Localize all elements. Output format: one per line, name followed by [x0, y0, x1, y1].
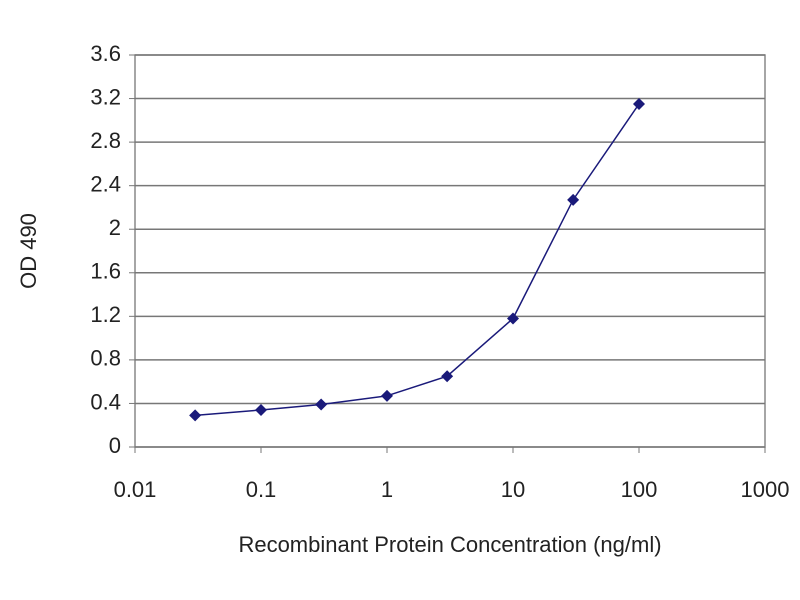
series-line — [195, 103, 640, 417]
y-tick-label: 2.4 — [90, 171, 121, 196]
data-point — [567, 193, 580, 206]
plot-area — [134, 54, 766, 448]
x-tick-label: 1000 — [741, 477, 790, 502]
y-tick-label: 2.8 — [90, 128, 121, 153]
data-point — [189, 409, 202, 422]
y-tick-label: 3.2 — [90, 84, 121, 109]
data-point — [315, 398, 328, 411]
x-tick-label: 1 — [381, 477, 393, 502]
data-point — [441, 370, 454, 383]
data-point — [381, 389, 393, 402]
y-tick-label: 1.2 — [90, 302, 121, 327]
y-tick-label: 0 — [109, 433, 121, 458]
y-axis-label: OD 490 — [16, 213, 41, 289]
data-point — [633, 98, 645, 110]
y-tick-label: 1.6 — [90, 259, 121, 284]
x-axis-label: Recombinant Protein Concentration (ng/ml… — [238, 532, 661, 557]
x-tick-label: 10 — [501, 477, 525, 502]
x-tick-label: 0.01 — [114, 477, 157, 502]
x-tick-label: 100 — [621, 477, 658, 502]
x-tick-label: 0.1 — [246, 477, 277, 502]
data-point — [507, 312, 519, 325]
y-tick-label: 0.4 — [90, 389, 121, 414]
y-tick-label: 3.6 — [90, 41, 121, 66]
data-point — [255, 403, 267, 416]
y-tick-label: 0.8 — [90, 346, 121, 371]
y-tick-label: 2 — [109, 215, 121, 240]
